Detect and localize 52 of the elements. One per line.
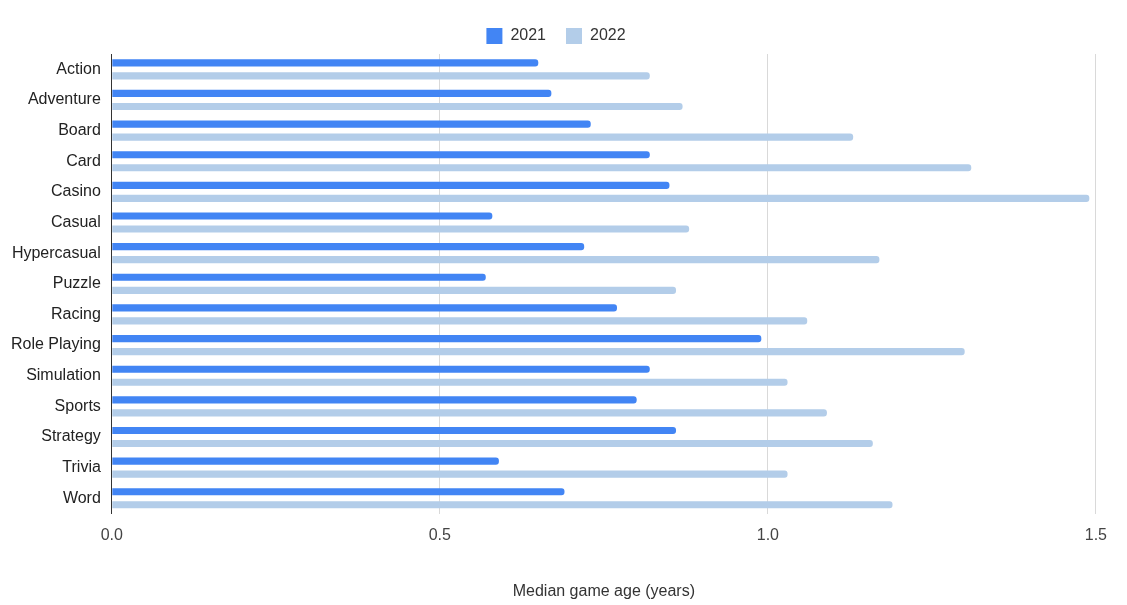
bar [112, 256, 880, 264]
bar [112, 409, 827, 417]
x-tick-label: 1.0 [756, 525, 780, 543]
bar [112, 273, 486, 281]
bar [112, 378, 788, 386]
legend-label: 2022 [590, 26, 626, 44]
bar [112, 133, 854, 141]
y-tick-label: Casino [51, 182, 101, 200]
bar [112, 488, 565, 496]
bar [112, 457, 499, 465]
bar [112, 102, 683, 111]
y-tick-label: Trivia [62, 458, 101, 476]
bar [112, 501, 893, 509]
bar [112, 286, 677, 294]
y-tick-label: Role Playing [11, 335, 101, 353]
y-tick-label: Board [58, 121, 101, 139]
y-tick-label: Strategy [41, 427, 101, 445]
y-tick-label: Hypercasual [11, 243, 101, 261]
bar [112, 317, 808, 325]
y-tick-label: Word [62, 488, 101, 506]
bar [112, 334, 762, 343]
bar [112, 243, 585, 251]
bar [112, 120, 591, 128]
y-tick-label: Card [66, 151, 101, 169]
y-tick-label: Sports [54, 396, 101, 414]
bar [112, 181, 670, 189]
bar [112, 225, 690, 233]
x-tick-label: 0.5 [428, 525, 452, 543]
bar [112, 72, 650, 80]
y-tick-label: Simulation [26, 366, 101, 384]
legend-label: 2021 [510, 26, 547, 44]
bar [112, 59, 539, 67]
y-tick-label: Casual [51, 212, 101, 230]
y-tick-label: Adventure [27, 90, 101, 108]
bar [112, 426, 677, 435]
bar [112, 439, 873, 448]
bar [112, 89, 552, 98]
x-tick-label: 0.0 [100, 525, 124, 543]
y-tick-label: Puzzle [52, 274, 101, 292]
bar [112, 194, 1090, 202]
y-tick-label: Racing [51, 304, 101, 322]
bar [112, 348, 965, 356]
bar [112, 470, 788, 478]
bar [112, 365, 650, 373]
bar [112, 164, 972, 172]
y-tick-label: Action [56, 59, 101, 77]
bar [112, 304, 617, 312]
bar [112, 212, 493, 220]
bar [112, 396, 637, 404]
bar [112, 151, 650, 159]
x-axis-title: Median game age (years) [512, 581, 696, 599]
x-tick-label: 1.5 [1084, 525, 1108, 543]
